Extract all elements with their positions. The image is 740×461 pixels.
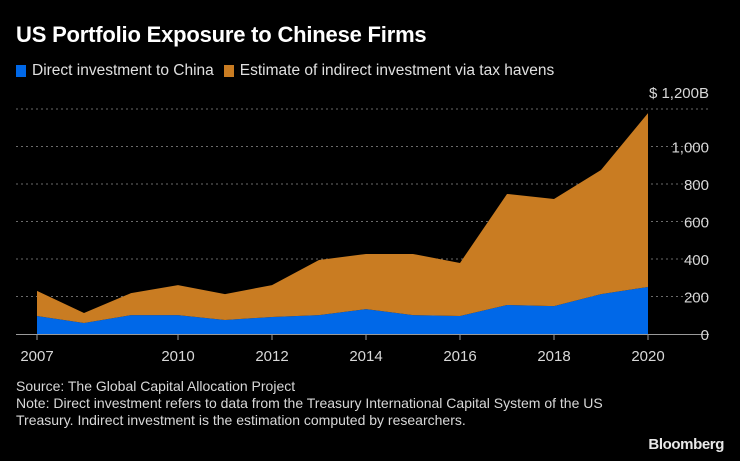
legend-item-direct: Direct investment to China [16,62,214,80]
footer-notes: Source: The Global Capital Allocation Pr… [16,378,616,429]
x-axis: 2007 2010 2012 2014 2016 2018 2020 [16,334,709,365]
y-tick-label-0: 0 [701,327,709,344]
legend-label-direct: Direct investment to China [32,62,214,79]
legend-item-indirect: Estimate of indirect investment via tax … [223,62,555,80]
methodology-note: Note: Direct investment refers to data f… [16,395,603,428]
legend-swatch-indirect [223,65,234,77]
x-tick-label-2014: 2014 [349,348,382,365]
x-tick-label-2012: 2012 [255,348,288,365]
legend-label-indirect: Estimate of indirect investment via tax … [239,62,555,79]
area-direct-investment [37,286,648,334]
chart-title: US Portfolio Exposure to Chinese Firms [16,22,427,47]
y-tick-label-800: 800 [684,177,709,194]
source-note: Source: The Global Capital Allocation Pr… [16,378,296,394]
y-tick-label-1200: $ 1,200B [649,85,709,102]
legend-swatch-direct [16,65,26,77]
gridlines [16,108,709,297]
legend: Direct investment to China Estimate of i… [16,62,564,80]
x-tick-label-2020: 2020 [631,348,664,365]
y-tick-label-600: 600 [684,215,709,232]
x-tick-label-2016: 2016 [443,348,476,365]
y-tick-label-400: 400 [684,252,709,269]
y-axis: 0 200 400 600 800 1,000 $ 1,200B [649,85,709,344]
bloomberg-logo: Bloomberg [648,436,724,453]
y-tick-label-1000: 1,000 [671,140,709,157]
y-tick-label-200: 200 [684,290,709,307]
x-tick-label-2018: 2018 [537,348,570,365]
x-tick-label-2007: 2007 [20,348,53,365]
area-indirect-investment [37,113,648,323]
area-series [37,113,648,334]
x-tick-label-2010: 2010 [161,348,194,365]
